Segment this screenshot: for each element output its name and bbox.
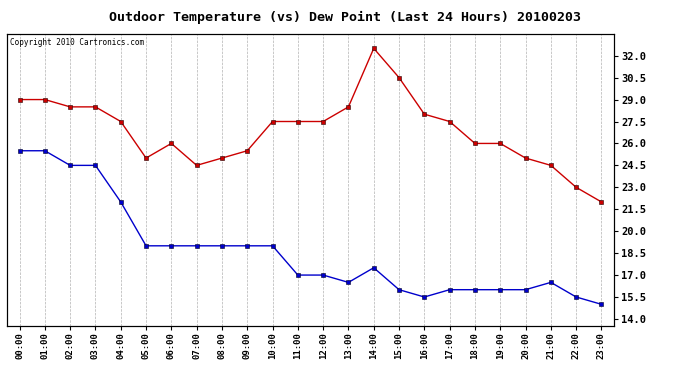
Text: Copyright 2010 Cartronics.com: Copyright 2010 Cartronics.com	[10, 38, 144, 47]
Text: Outdoor Temperature (vs) Dew Point (Last 24 Hours) 20100203: Outdoor Temperature (vs) Dew Point (Last…	[109, 11, 581, 24]
